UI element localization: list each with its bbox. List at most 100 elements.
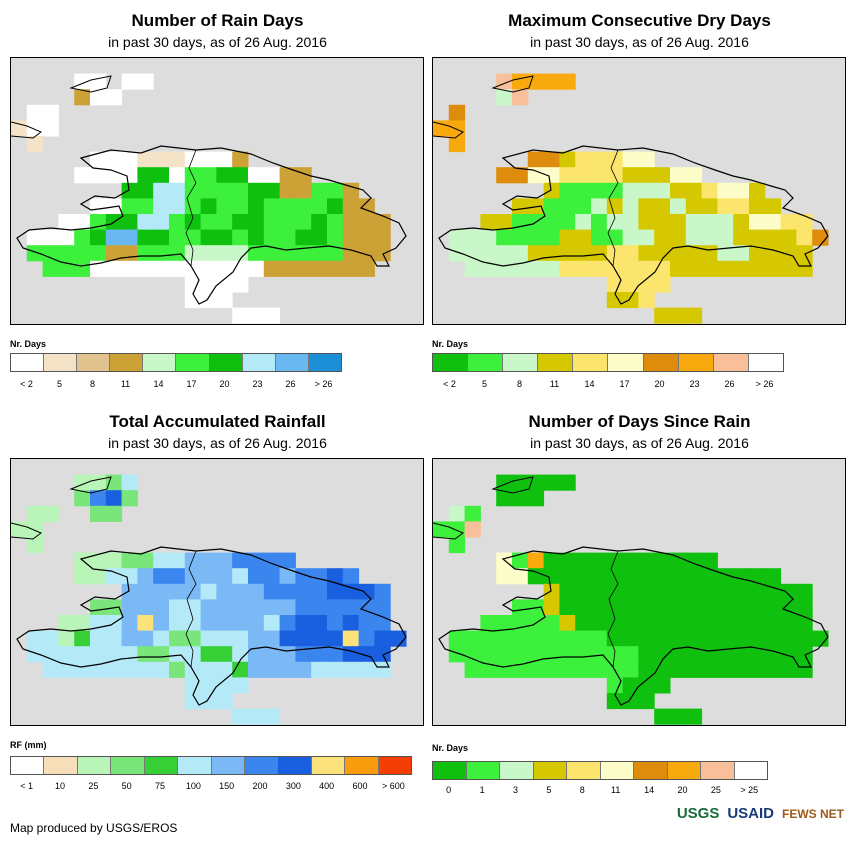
map-cell <box>169 214 186 231</box>
map-cell <box>248 198 265 215</box>
map-cell <box>670 182 687 199</box>
map-cell <box>654 568 671 585</box>
map-cell <box>512 661 529 678</box>
legend-swatch <box>667 762 701 779</box>
map-cell <box>216 693 233 710</box>
map-cell <box>121 583 138 600</box>
map-cell <box>342 182 360 199</box>
map-cell <box>717 599 734 616</box>
map-cell <box>622 615 639 632</box>
map-cell <box>26 537 44 554</box>
map-cell <box>543 630 560 647</box>
map-cell <box>685 245 703 262</box>
island-outline <box>69 75 112 93</box>
map-cell <box>622 167 639 184</box>
map-cell <box>42 120 59 137</box>
map-cell <box>121 167 138 184</box>
map-cell <box>685 599 703 616</box>
map-cell <box>796 260 813 277</box>
map-cell <box>512 167 529 184</box>
map-cell <box>121 474 138 491</box>
map-cell <box>105 552 123 569</box>
map-cell <box>575 661 592 678</box>
map-cell <box>248 661 265 678</box>
map-cell <box>295 260 312 277</box>
map-cell <box>216 198 233 215</box>
legend-swatch <box>538 354 574 371</box>
map-cell <box>670 568 687 585</box>
legend-swatch <box>608 354 644 371</box>
map-cell <box>90 661 107 678</box>
map-cell <box>263 615 281 632</box>
map-cell <box>670 630 687 647</box>
map-cell <box>764 568 782 585</box>
border-line <box>607 149 619 267</box>
map-cell <box>137 568 154 585</box>
map-cell <box>622 151 639 168</box>
map-cell <box>248 630 265 647</box>
map-cell <box>200 693 217 710</box>
map-cell <box>638 245 655 262</box>
map-cell <box>638 615 655 632</box>
legend-labels: < 2 5 8 11 14 17 20 23 26 > 26 <box>432 379 782 391</box>
map-cell <box>184 693 202 710</box>
map-cell <box>701 198 718 215</box>
map-cell <box>105 245 123 262</box>
map-cell <box>342 260 360 277</box>
map-cell <box>137 552 154 569</box>
map-cell <box>216 615 233 632</box>
legend-swatch <box>44 757 78 774</box>
map-cell <box>90 505 107 522</box>
map-cell <box>527 568 545 585</box>
map-cell <box>342 646 360 663</box>
map-cell <box>496 661 513 678</box>
map-cell <box>216 599 233 616</box>
map-cell <box>512 646 529 663</box>
map-cell <box>200 615 217 632</box>
map-cell <box>543 182 560 199</box>
map-cell <box>685 167 703 184</box>
legend-label: < 2 <box>20 379 33 389</box>
map-cell <box>654 167 671 184</box>
map-cell <box>58 646 75 663</box>
map-cell <box>169 646 186 663</box>
legend-label: 11 <box>549 379 560 389</box>
map-cell <box>575 182 592 199</box>
map-cell <box>169 245 186 262</box>
map-cell <box>121 661 138 678</box>
panel-subtitle: in past 30 days, as of 26 Aug. 2016 <box>108 435 327 451</box>
border-line <box>185 550 197 668</box>
map-cell <box>74 661 91 678</box>
map-cell <box>216 214 233 231</box>
map-cell <box>200 276 217 293</box>
map-cell <box>263 214 281 231</box>
map-cell <box>200 661 217 678</box>
map-cell <box>58 229 75 246</box>
legend-label: 150 <box>219 781 235 791</box>
map-cell <box>200 630 217 647</box>
legend-swatch <box>713 354 749 371</box>
map-cell <box>654 552 671 569</box>
map-cell <box>74 646 91 663</box>
map-cell <box>184 568 202 585</box>
map-cell <box>232 568 249 585</box>
map-cell <box>327 583 344 600</box>
map-cell <box>74 630 91 647</box>
map-cell <box>263 708 281 725</box>
map-cell <box>764 583 782 600</box>
map-cell <box>622 552 639 569</box>
map-cell <box>733 260 750 277</box>
island-outline <box>491 476 534 494</box>
map-cell <box>327 646 344 663</box>
map-cell <box>701 615 718 632</box>
map-cell <box>527 151 545 168</box>
map-cell <box>512 260 529 277</box>
coastline <box>438 145 829 305</box>
legend-label: 23 <box>252 379 263 389</box>
map-cell <box>121 229 138 246</box>
map-cell <box>717 229 734 246</box>
map-cell <box>638 182 655 199</box>
map-cell <box>559 661 576 678</box>
map-cell <box>153 214 170 231</box>
map-cell <box>512 229 529 246</box>
